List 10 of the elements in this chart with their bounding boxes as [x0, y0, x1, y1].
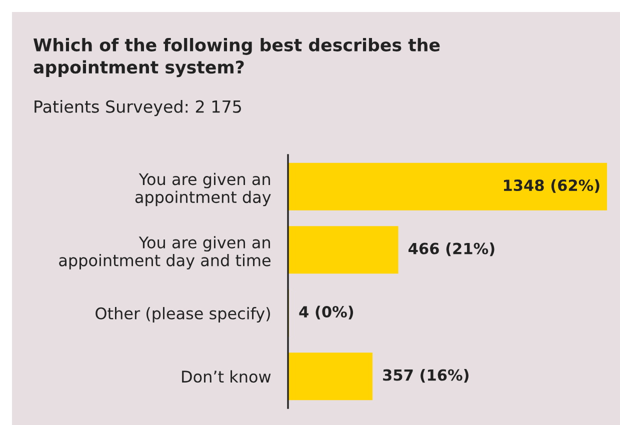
data-label: 4 (0%)	[299, 306, 354, 320]
text: Patients Surveyed: 2 175	[34, 100, 241, 116]
chart-title: Which of the following best describes the appointment system?	[34, 38, 440, 78]
y-tick-label: You are given an appointment day	[135, 172, 271, 206]
y-tick-label: Don’t know	[182, 370, 271, 383]
data-label: 1348 (62%)	[504, 179, 600, 193]
y-tick-label: You are given an appointment day and time	[59, 236, 270, 270]
data-label: 357 (16%)	[383, 369, 468, 383]
y-tick-label: Other (please specify)	[96, 307, 270, 323]
data-label: 466 (21%)	[408, 242, 494, 256]
